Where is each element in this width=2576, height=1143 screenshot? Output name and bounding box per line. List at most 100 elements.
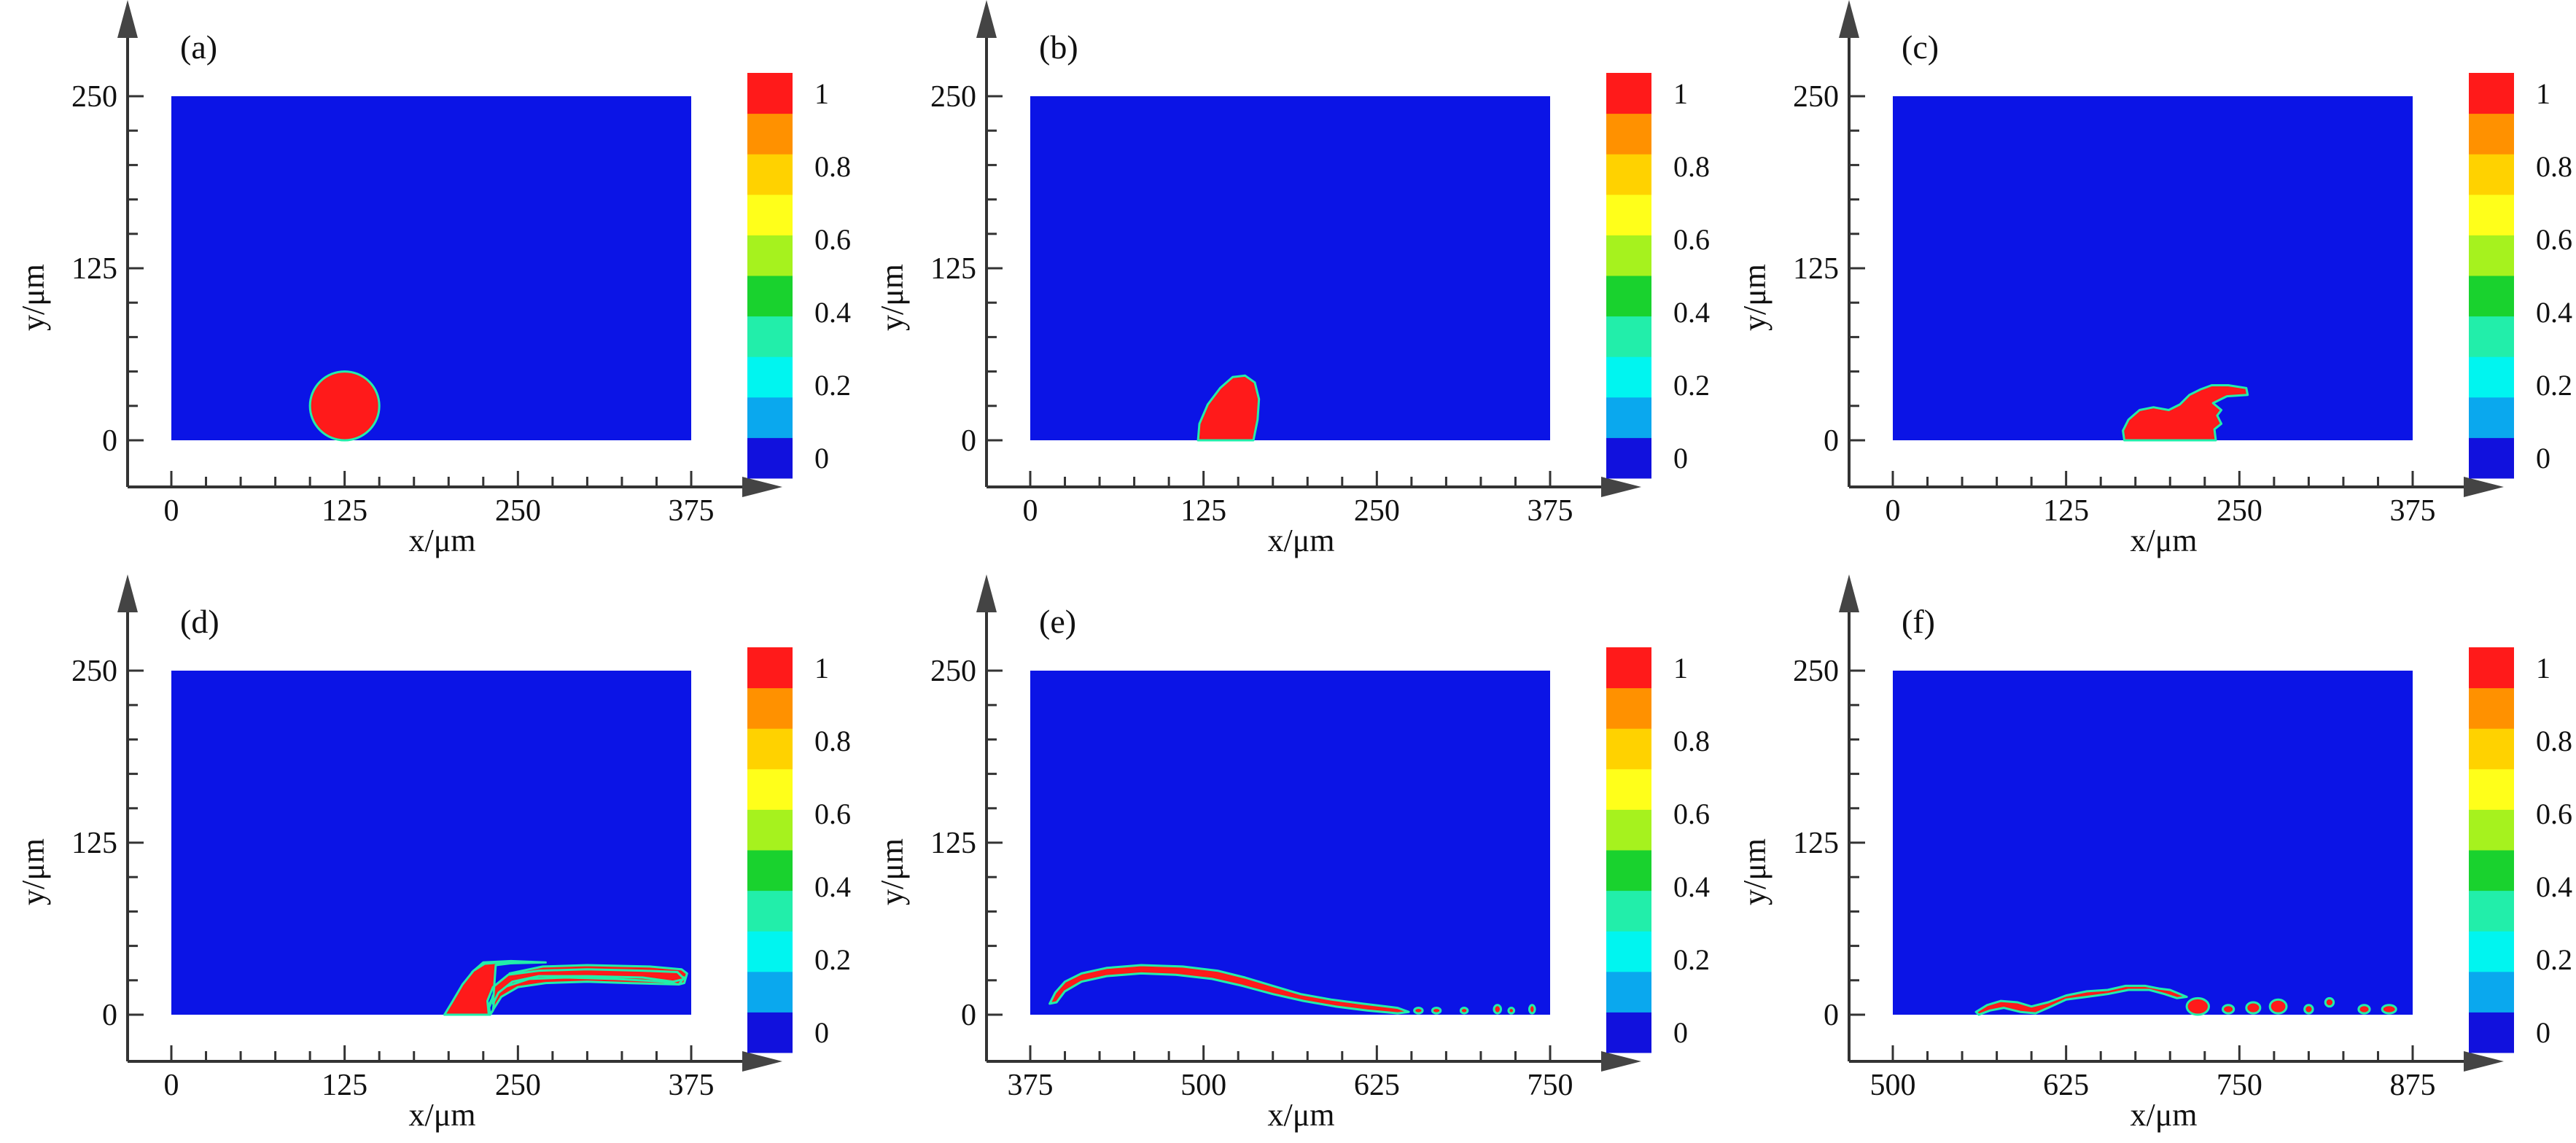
- colorbar-segment: [747, 890, 793, 932]
- colorbar-label: 0: [1673, 442, 1688, 475]
- x-axis-arrow: [742, 477, 782, 497]
- colorbar-label: 0.4: [1673, 870, 1710, 903]
- y-tick-label: 0: [102, 999, 117, 1032]
- colorbar-segment: [1606, 890, 1651, 932]
- y-tick-label: 0: [102, 424, 117, 458]
- y-tick-label: 0: [961, 424, 976, 458]
- droplet-shape: [1196, 374, 1261, 442]
- colorbar-segment: [2469, 971, 2514, 1013]
- colorbar-segment: [1606, 931, 1651, 972]
- droplet-blob: [2357, 1004, 2371, 1015]
- colorbar-segment: [747, 437, 793, 479]
- colorbar-segment: [1606, 235, 1651, 276]
- colorbar-label: 1: [814, 77, 829, 110]
- colorbar-label: 0.8: [1673, 725, 1710, 757]
- colorbar-segment: [747, 768, 793, 810]
- droplet-group: [1196, 374, 1261, 442]
- colorbar-segment: [2469, 647, 2514, 689]
- x-tick-label: 250: [1354, 494, 1400, 528]
- colorbar-segment: [747, 73, 793, 114]
- colorbar-segment: [1606, 687, 1651, 729]
- droplet-shape: [1974, 984, 2188, 1016]
- x-tick-label: 500: [1870, 1069, 1916, 1102]
- colorbar-label: 0.2: [1673, 943, 1710, 976]
- droplet-blob: [2324, 996, 2335, 1008]
- colorbar-segment: [747, 316, 793, 357]
- panel-label: (b): [1039, 28, 1078, 66]
- x-axis-arrow: [2464, 1051, 2504, 1072]
- x-axis-title: x/μm: [1267, 523, 1334, 558]
- colorbar-segment: [2469, 809, 2514, 851]
- colorbar-label: 0: [2536, 1016, 2550, 1049]
- colorbar-label: 0: [814, 442, 829, 475]
- colorbar-label: 0.2: [1673, 369, 1710, 402]
- y-axis-title: y/μm: [1737, 264, 1773, 331]
- y-axis-arrow: [976, 0, 997, 38]
- colorbar-segment: [2469, 397, 2514, 438]
- y-axis-title: y/μm: [1737, 838, 1773, 905]
- colorbar-segment: [747, 1012, 793, 1053]
- colorbar-segment: [2469, 728, 2514, 770]
- colorbar-label: 1: [2536, 77, 2550, 110]
- colorbar-label: 0.8: [814, 725, 851, 757]
- droplet-blob: [2303, 1004, 2314, 1015]
- colorbar-label: 0: [814, 1016, 829, 1049]
- y-axis-arrow: [976, 574, 997, 612]
- x-axis-title: x/μm: [1267, 1097, 1334, 1133]
- colorbar-label: 0: [1673, 1016, 1688, 1049]
- colorbar-segment: [2469, 356, 2514, 398]
- colorbar-segment: [1606, 728, 1651, 770]
- y-axis-arrow: [1839, 0, 1859, 38]
- colorbar-segment: [747, 728, 793, 770]
- colorbar-segment: [1606, 194, 1651, 235]
- y-axis-title: y/μm: [15, 264, 51, 331]
- colorbar-segment: [747, 356, 793, 398]
- droplet-blob: [1431, 1007, 1442, 1015]
- colorbar-segment: [1606, 647, 1651, 689]
- x-tick-label: 250: [495, 1069, 541, 1102]
- droplet-group: [2122, 384, 2249, 442]
- colorbar-label: 0.4: [2536, 296, 2572, 329]
- colorbar-segment: [1606, 276, 1651, 317]
- panel-label: (e): [1039, 603, 1076, 640]
- colorbar-label: 0.2: [2536, 369, 2572, 402]
- x-axis-arrow: [742, 1051, 782, 1072]
- droplet-blob: [2222, 1004, 2235, 1015]
- panel-label: (a): [180, 28, 217, 66]
- colorbar-label: 0.2: [814, 369, 851, 402]
- droplet-blob: [308, 370, 381, 442]
- y-tick-label: 125: [930, 827, 976, 860]
- x-tick-label: 500: [1180, 1069, 1226, 1102]
- x-tick-label: 750: [1528, 1069, 1573, 1102]
- droplet-group: [1048, 964, 1536, 1015]
- colorbar-segment: [1606, 73, 1651, 114]
- field-background: [1893, 96, 2413, 440]
- colorbar-segment: [1606, 154, 1651, 195]
- x-axis-title: x/μm: [2130, 1097, 2197, 1133]
- colorbar-segment: [2469, 1012, 2514, 1053]
- y-tick-label: 250: [1793, 655, 1839, 688]
- colorbar-segment: [2469, 931, 2514, 972]
- colorbar-label: 0.6: [814, 223, 851, 256]
- y-tick-label: 0: [961, 999, 976, 1032]
- droplet-blob: [2245, 1001, 2262, 1015]
- droplet-shape: [443, 961, 685, 1016]
- colorbar-segment: [1606, 971, 1651, 1013]
- colorbar-segment: [2469, 73, 2514, 114]
- field-background: [1030, 96, 1550, 440]
- colorbar-segment: [747, 397, 793, 438]
- field-background: [171, 96, 691, 440]
- colorbar-segment: [1606, 768, 1651, 810]
- colorbar-segment: [747, 113, 793, 155]
- colorbar-label: 0.4: [2536, 870, 2572, 903]
- y-tick-label: 125: [71, 827, 117, 860]
- colorbar-segment: [747, 971, 793, 1013]
- panel-c: 0 125 250 375 0 125 250 x/μm y/μm (c) 0 0.2 0.4 0.6 0.…: [1737, 0, 2572, 558]
- x-tick-label: 125: [322, 1069, 367, 1102]
- field-background: [171, 671, 691, 1015]
- colorbar-segment: [2469, 850, 2514, 892]
- colorbar-segment: [1606, 113, 1651, 155]
- y-tick-label: 250: [930, 80, 976, 114]
- colorbar-segment: [747, 276, 793, 317]
- panel-label: (d): [180, 603, 219, 640]
